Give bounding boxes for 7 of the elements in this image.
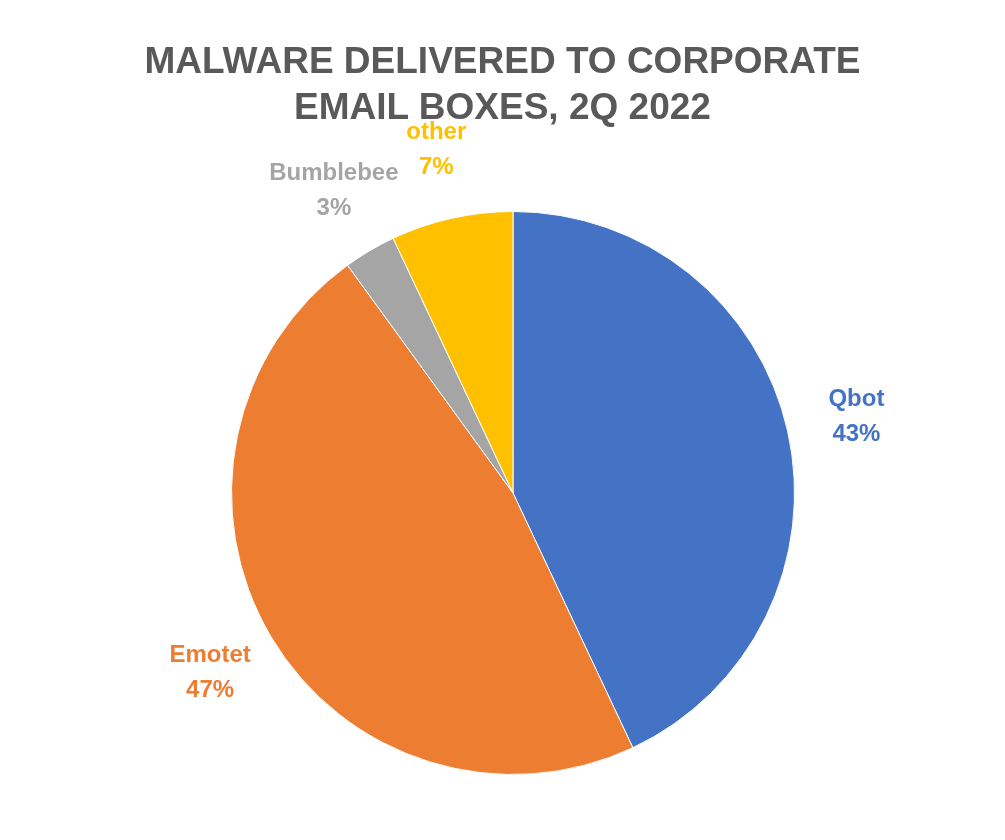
data-label: 3%: [316, 192, 352, 220]
slice-label: Bumblebee: [269, 157, 399, 185]
data-label: 7%: [418, 152, 454, 180]
slice-label: Emotet: [169, 639, 251, 667]
data-label: 43%: [832, 418, 881, 446]
slice-label: Qbot: [828, 383, 885, 411]
data-label: 47%: [186, 674, 235, 702]
